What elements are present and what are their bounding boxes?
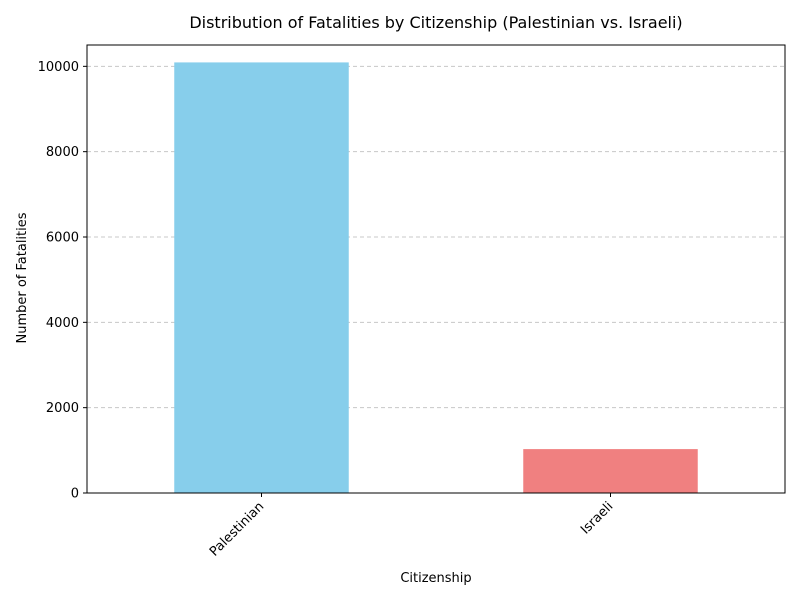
y-tick-label: 8000: [46, 145, 79, 160]
chart-title: Distribution of Fatalities by Citizenshi…: [189, 13, 682, 32]
y-tick-label: 10000: [38, 60, 79, 75]
axes-frame: [86, 44, 786, 494]
bar-israeli: [523, 449, 698, 493]
y-tick-label: 4000: [46, 316, 79, 331]
y-ticks: 0 2000 4000 6000 8000 10000: [38, 60, 87, 502]
x-tick-label: Israeli: [578, 499, 616, 537]
axes-spines: [86, 44, 786, 494]
y-axis-label: Number of Fatalities: [15, 212, 30, 343]
x-axis-label: Citizenship: [400, 571, 471, 586]
x-ticks: Palestinian Israeli: [207, 493, 616, 560]
bar-palestinian: [174, 62, 349, 494]
x-tick-label: Palestinian: [207, 499, 267, 559]
bars: [174, 62, 698, 494]
grid-lines: [87, 65, 785, 409]
y-tick-label: 6000: [46, 231, 79, 246]
y-tick-label: 2000: [46, 401, 79, 416]
y-tick-label: 0: [71, 487, 79, 502]
